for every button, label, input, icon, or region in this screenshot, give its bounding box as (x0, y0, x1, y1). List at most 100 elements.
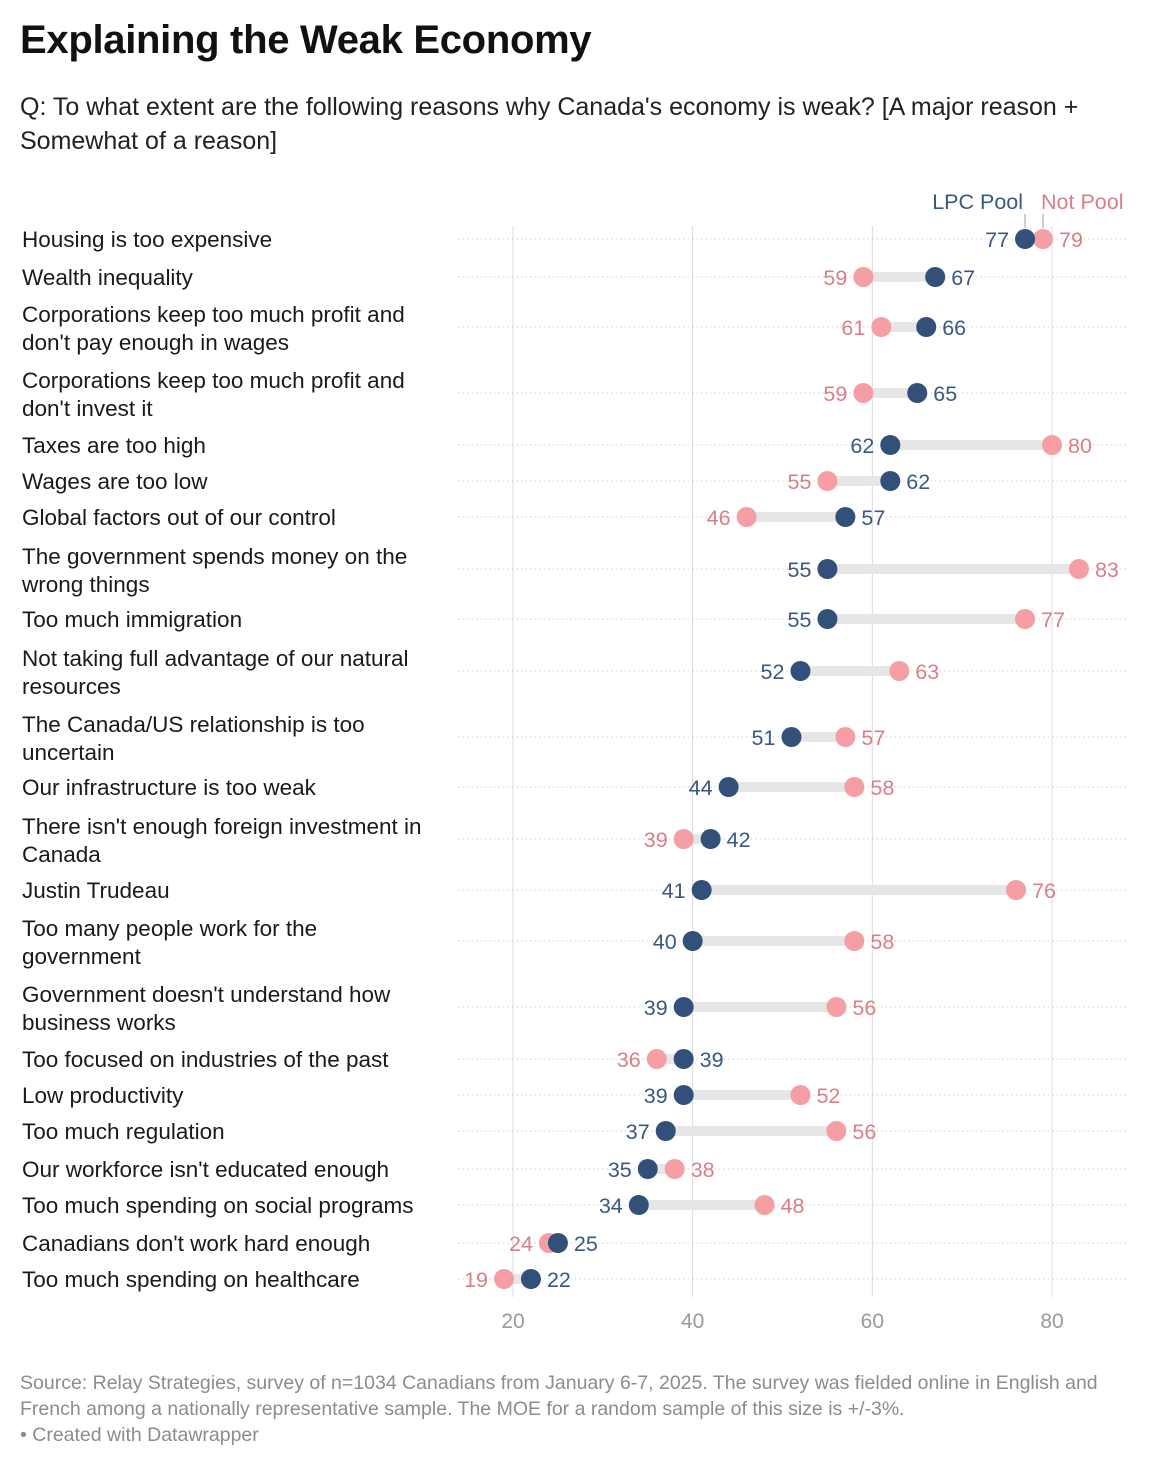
lpc-pool-dot (790, 661, 811, 681)
not-pool-value: 56 (852, 996, 876, 1020)
lpc-pool-value: 62 (906, 470, 930, 494)
not-pool-value: 83 (1095, 558, 1119, 582)
not-pool-dot (1015, 609, 1036, 629)
not-pool-dot (646, 1049, 667, 1069)
lpc-pool-value: 42 (727, 828, 751, 852)
lpc-pool-dot (718, 777, 739, 797)
not-pool-value: 76 (1032, 879, 1056, 903)
category-label: wrong things (21, 572, 150, 597)
lpc-pool-dot (637, 1159, 658, 1179)
x-tick-label: 20 (501, 1310, 524, 1333)
not-pool-value: 59 (823, 266, 847, 290)
category-label: Too much spending on social programs (22, 1193, 413, 1218)
category-label: Taxes are too high (22, 433, 206, 458)
chart-row: Too much regulation 37 56 (22, 1119, 1127, 1144)
chart-row: Corporations keep too much profit and don… (22, 302, 1127, 355)
footer: Source: Relay Strategies, survey of n=10… (20, 1370, 1140, 1448)
category-label: The Canada/US relationship is too (22, 712, 365, 737)
not-pool-value: 63 (915, 660, 939, 684)
chart-row: The Canada/US relationship is too uncerta… (22, 712, 1127, 765)
category-label: Global factors out of our control (22, 505, 336, 530)
chart-row: Corporations keep too much profit and don… (22, 368, 1127, 421)
category-label: Housing is too expensive (22, 227, 272, 252)
category-label: There isn't enough foreign investment in (22, 814, 422, 839)
lpc-pool-value: 55 (787, 608, 811, 632)
lpc-pool-value: 57 (861, 506, 885, 530)
chart-row: There isn't enough foreign investment in… (22, 814, 1127, 867)
chart-row: The government spends money on the wrong … (21, 544, 1127, 597)
x-tick-label: 60 (861, 1310, 884, 1333)
not-pool-dot (844, 931, 865, 951)
category-label: business works (22, 1010, 176, 1035)
lpc-pool-dot (817, 559, 838, 579)
lpc-pool-value: 39 (644, 996, 668, 1020)
lpc-pool-value: 37 (626, 1120, 650, 1144)
not-pool-value: 58 (870, 776, 894, 800)
chart-row: Too much spending on social programs 34 48 (22, 1193, 1127, 1218)
lpc-pool-value: 34 (599, 1194, 623, 1218)
category-label: Too much immigration (22, 607, 242, 632)
lpc-pool-dot (691, 880, 712, 900)
chart-row: Too much spending on healthcare 22 19 (22, 1267, 1127, 1292)
not-pool-value: 59 (823, 382, 847, 406)
category-label: don't pay enough in wages (22, 330, 289, 355)
category-label: government (22, 944, 142, 969)
category-label: Our infrastructure is too weak (22, 775, 317, 800)
lpc-pool-value: 51 (752, 726, 776, 750)
lpc-pool-value: 39 (700, 1048, 724, 1072)
not-pool-value: 79 (1059, 228, 1083, 252)
category-label: Canadians don't work hard enough (22, 1231, 370, 1256)
lpc-pool-dot (880, 471, 901, 491)
not-pool-value: 77 (1041, 608, 1065, 632)
not-pool-dot (1006, 880, 1027, 900)
category-label: Justin Trudeau (22, 878, 170, 903)
chart-row: Justin Trudeau 41 76 (22, 878, 1127, 903)
not-pool-dot (754, 1195, 775, 1215)
lpc-pool-value: 35 (608, 1158, 632, 1182)
not-pool-value: 39 (644, 828, 668, 852)
lpc-pool-dot (817, 609, 838, 629)
lpc-pool-value: 77 (985, 228, 1009, 252)
chart-row: Taxes are too high 62 80 (22, 433, 1127, 458)
category-label: Our workforce isn't educated enough (22, 1157, 389, 1182)
not-pool-value: 36 (617, 1048, 641, 1072)
lpc-pool-value: 62 (850, 434, 874, 458)
lpc-pool-dot (673, 1085, 694, 1105)
chart-row: Government doesn't understand how busines… (22, 982, 1127, 1035)
lpc-pool-value: 25 (574, 1232, 598, 1256)
not-pool-dot (790, 1085, 811, 1105)
category-label: Government doesn't understand how (22, 982, 391, 1007)
lpc-pool-value: 44 (689, 776, 713, 800)
category-label: uncertain (22, 740, 115, 765)
not-pool-dot (853, 267, 874, 287)
lpc-pool-dot (916, 317, 937, 337)
category-label: Too much spending on healthcare (22, 1267, 360, 1292)
chart-row: Too many people work for the government 40… (22, 916, 1127, 969)
not-pool-dot (736, 507, 757, 527)
chart-row: Housing is too expensive 77 79 (22, 227, 1127, 252)
not-pool-value: 55 (787, 470, 811, 494)
lpc-pool-dot (907, 383, 928, 403)
category-label: The government spends money on the (22, 544, 407, 569)
chart-row: Wealth inequality 67 59 (22, 265, 1127, 290)
chart-row: Our infrastructure is too weak 44 58 (22, 775, 1127, 800)
chart-subtitle: Q: To what extent are the following reas… (20, 93, 1079, 155)
category-label: Corporations keep too much profit and (22, 368, 405, 393)
not-pool-dot (817, 471, 838, 491)
lpc-pool-dot (835, 507, 856, 527)
legend-not-pool: Not Pool (1041, 190, 1123, 214)
lpc-pool-value: 65 (933, 382, 957, 406)
category-label: Not taking full advantage of our natural (22, 646, 409, 671)
chart-row: Low productivity 39 52 (22, 1083, 1127, 1108)
not-pool-value: 46 (707, 506, 731, 530)
chart-title: Explaining the Weak Economy (20, 18, 592, 62)
not-pool-dot (494, 1269, 515, 1289)
not-pool-dot (844, 777, 865, 797)
legend-lpc-pool: LPC Pool (932, 190, 1023, 214)
category-label: don't invest it (22, 396, 153, 421)
chart-row: Too much immigration 55 77 (22, 607, 1127, 632)
lpc-pool-dot (628, 1195, 649, 1215)
chart-row: Our workforce isn't educated enough 35 38 (22, 1157, 1127, 1182)
category-label: Too many people work for the (22, 916, 317, 941)
lpc-pool-dot (682, 931, 703, 951)
